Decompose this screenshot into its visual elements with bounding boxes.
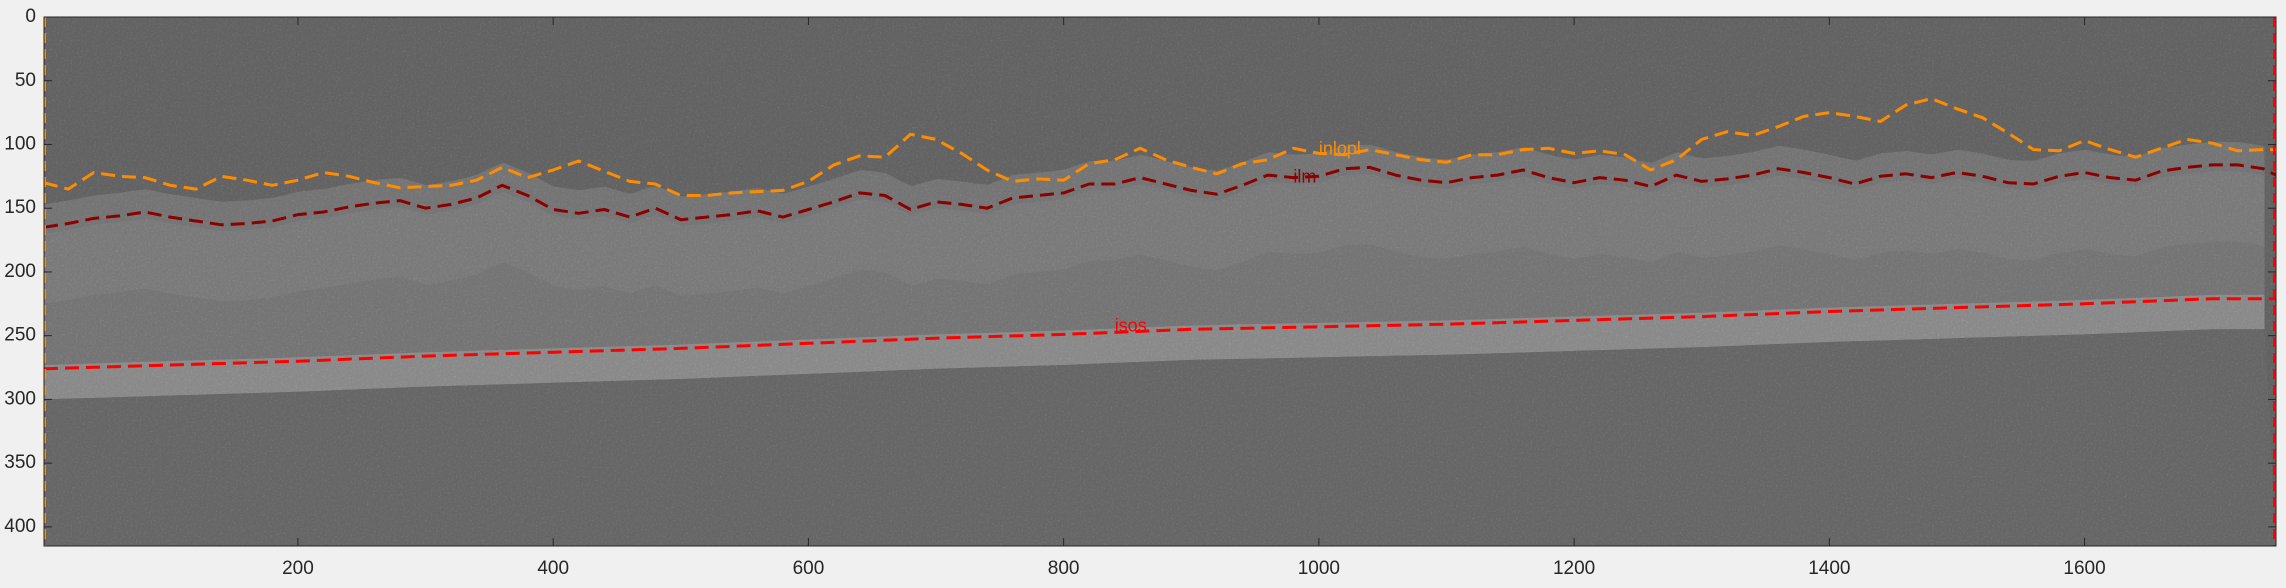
x-tick-label: 600 [793, 558, 825, 579]
x-tick-label: 1400 [1808, 558, 1850, 579]
speckle-texture [44, 17, 2276, 546]
series-isos-label: isos [1115, 316, 1147, 336]
y-tick-label: 250 [4, 325, 36, 346]
x-axis: 200 400 600 800 1000 1200 1400 1600 [282, 17, 2106, 579]
y-tick-label: 100 [4, 133, 36, 154]
series-inlopl-line [44, 97, 2276, 197]
y-tick-label: 300 [4, 388, 36, 409]
y-tick-label: 0 [25, 6, 36, 27]
series-isos-line [44, 297, 2276, 371]
series-layer [44, 17, 2276, 546]
axes-box [43, 16, 2277, 547]
y-axis: 0 50 100 150 200 250 300 350 400 [4, 6, 2276, 537]
x-tick-label: 1000 [1298, 558, 1340, 579]
y-tick-label: 150 [4, 197, 36, 218]
series-ilm-label: ilm [1293, 166, 1316, 186]
y-tick-label: 400 [4, 516, 36, 537]
x-tick-label: 400 [537, 558, 569, 579]
x-tick-label: 800 [1048, 558, 1080, 579]
x-tick-label: 1200 [1553, 558, 1595, 579]
x-tick-label: 1600 [2063, 558, 2105, 579]
x-tick-label: 200 [282, 558, 314, 579]
series-inlopl-label: inlopl [1319, 138, 1361, 158]
y-tick-label: 350 [4, 452, 36, 473]
y-tick-label: 50 [15, 70, 36, 91]
y-tick-label: 200 [4, 261, 36, 282]
series-ilm-line [44, 163, 2276, 229]
